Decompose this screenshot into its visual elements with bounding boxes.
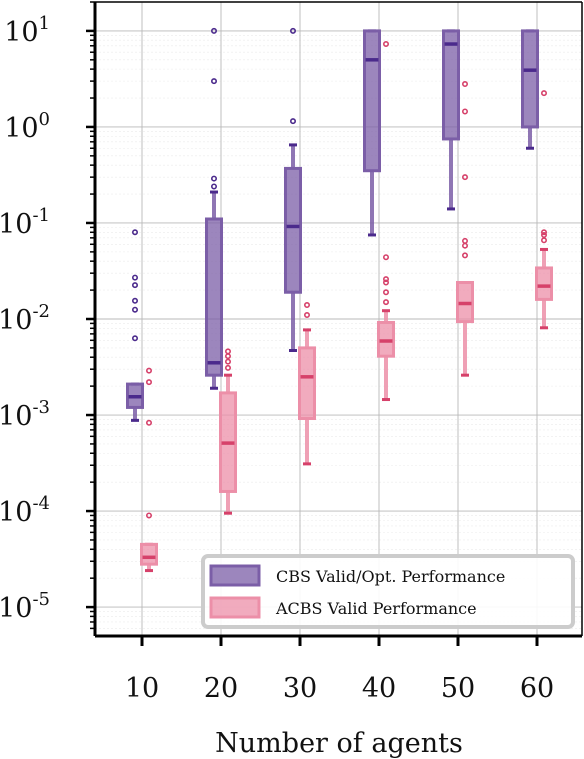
outlier-point bbox=[382, 41, 389, 48]
outlier-point bbox=[382, 279, 389, 286]
legend-label-cbs: CBS Valid/Opt. Performance bbox=[276, 567, 505, 586]
x-tick-label: 10 bbox=[125, 673, 159, 704]
x-tick-label: 50 bbox=[441, 673, 475, 704]
outlier-point bbox=[146, 367, 153, 374]
outlier-point bbox=[132, 297, 139, 304]
outlier-point bbox=[211, 27, 218, 34]
box-group bbox=[205, 27, 223, 390]
x-tick-label: 40 bbox=[362, 673, 396, 704]
outlier-point bbox=[146, 419, 153, 426]
outlier-point bbox=[132, 274, 139, 281]
outlier-point bbox=[382, 276, 389, 283]
x-tick-label: 30 bbox=[283, 673, 317, 704]
box-group bbox=[442, 29, 460, 211]
y-tick-label: 10-1 bbox=[0, 205, 50, 240]
outlier-point bbox=[132, 335, 139, 342]
outlier-point bbox=[382, 289, 389, 296]
outlier-point bbox=[303, 312, 310, 319]
box-iqr bbox=[363, 29, 381, 173]
box-iqr bbox=[140, 542, 158, 566]
outlier-point bbox=[461, 252, 468, 259]
outlier-point bbox=[211, 78, 218, 85]
box-group bbox=[535, 90, 553, 330]
box-iqr bbox=[442, 29, 460, 141]
plot-layer bbox=[126, 27, 553, 573]
box-iqr bbox=[298, 346, 316, 421]
box-group bbox=[377, 41, 395, 402]
y-tick-label: 100 bbox=[4, 109, 50, 144]
box-iqr bbox=[284, 166, 302, 294]
outlier-point bbox=[540, 237, 547, 244]
y-tick-label: 10-4 bbox=[0, 493, 50, 528]
box-group bbox=[140, 367, 158, 573]
outlier-point bbox=[225, 348, 232, 355]
outlier-point bbox=[382, 254, 389, 261]
outlier-point bbox=[225, 364, 232, 371]
box-iqr bbox=[521, 29, 539, 129]
outlier-point bbox=[540, 90, 547, 97]
legend-frame bbox=[201, 554, 575, 629]
legend: CBS Valid/Opt. Performance ACBS Valid Pe… bbox=[201, 554, 575, 629]
legend-swatch-cbs bbox=[209, 564, 261, 587]
outlier-point bbox=[461, 108, 468, 115]
box-group bbox=[521, 29, 539, 150]
box-group bbox=[284, 27, 302, 352]
box-group bbox=[298, 301, 316, 466]
x-axis-title: Number of agents bbox=[215, 728, 463, 759]
y-tick-label: 10-3 bbox=[0, 397, 50, 432]
box-iqr bbox=[535, 266, 553, 301]
box-group bbox=[363, 29, 381, 237]
outlier-point bbox=[303, 301, 310, 308]
y-tick-label: 10-5 bbox=[0, 589, 50, 624]
outlier-point bbox=[289, 27, 296, 34]
outlier-point bbox=[540, 231, 547, 238]
outlier-point bbox=[211, 183, 218, 190]
outlier-point bbox=[461, 174, 468, 181]
outlier-point bbox=[132, 282, 139, 289]
box-iqr bbox=[205, 217, 223, 377]
legend-swatch-acbs bbox=[209, 596, 261, 619]
outlier-point bbox=[225, 353, 232, 360]
outlier-point bbox=[132, 229, 139, 236]
outlier-point bbox=[382, 299, 389, 306]
y-tick-label: 10-2 bbox=[0, 301, 50, 336]
outlier-point bbox=[211, 175, 218, 182]
axes-layer: 10-5 10-4 10-3 10-2 10-1 100 101 10 20 30 40 50 60 bbox=[0, 1, 583, 704]
outlier-point bbox=[146, 379, 153, 386]
outlier-point bbox=[540, 229, 547, 236]
grid-layer bbox=[95, 1, 582, 636]
legend-label-acbs: ACBS Valid Performance bbox=[275, 599, 477, 618]
outlier-point bbox=[461, 237, 468, 244]
outlier-point bbox=[225, 358, 232, 365]
box-group bbox=[456, 80, 474, 377]
outlier-point bbox=[132, 306, 139, 313]
x-tick-label: 60 bbox=[520, 673, 554, 704]
box-group bbox=[126, 229, 144, 422]
outlier-point bbox=[289, 118, 296, 125]
outlier-point bbox=[146, 512, 153, 519]
outlier-point bbox=[461, 80, 468, 87]
box-group bbox=[219, 348, 237, 515]
y-tick-label: 101 bbox=[4, 13, 50, 48]
outlier-point bbox=[461, 242, 468, 249]
x-tick-label: 20 bbox=[204, 673, 238, 704]
